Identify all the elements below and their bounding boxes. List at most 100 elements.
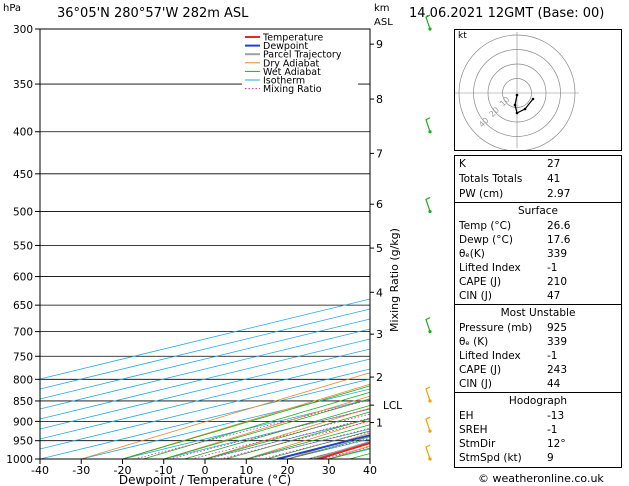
hodograph-point — [515, 93, 519, 97]
isotherm-line — [40, 348, 370, 430]
legend-entry: Temperature — [262, 33, 323, 44]
wind-barb-dot — [428, 457, 432, 461]
most-unstable-row: θₑ (K) 339 — [459, 336, 568, 348]
pressure-tick-label: 950 — [13, 436, 33, 448]
legend-entry: Isotherm — [263, 76, 305, 87]
wind-barb-dot — [428, 429, 432, 433]
hodograph-unit-label: kt — [458, 31, 467, 41]
surface-row: Lifted Index -1 — [459, 262, 558, 274]
index-row-totals: Totals Totals 41 — [459, 173, 561, 185]
legend-box — [242, 30, 358, 92]
legend-entry: Mixing Ratio — [263, 84, 322, 95]
wind-barb-dot — [428, 209, 432, 214]
wind-barb — [425, 117, 431, 132]
axes: 3003504004505005506006507007508008509009… — [6, 24, 402, 486]
dry-adiabat-line — [122, 383, 370, 459]
index-row-pw: PW (cm) 2.97 — [459, 188, 571, 200]
km-unit-label: km — [374, 3, 390, 14]
surface-row: Dewp (°C) 17.6 — [459, 234, 571, 246]
height-km-label: 1 — [376, 417, 383, 430]
wind-barb — [425, 14, 431, 30]
background-lines — [40, 29, 454, 459]
temperature-tick-label: 30 — [322, 464, 336, 477]
isotherm-line — [40, 318, 370, 400]
pressure-tick-label: 300 — [13, 24, 33, 36]
hodograph-ring-label: 40 — [477, 116, 491, 130]
legend-entry: Wet Adiabat — [263, 67, 321, 78]
pressure-tick-label: 400 — [13, 127, 33, 139]
pressure-tick-label: 900 — [13, 416, 33, 428]
isotherm-line — [40, 368, 370, 450]
wind-barb-dot — [428, 330, 432, 334]
temperature-tick-label: 40 — [363, 464, 377, 477]
indices-panel: K 27 Totals Totals 41 PW (cm) 2.97 — [454, 155, 622, 204]
isotherm-line — [40, 308, 370, 390]
wet-adiabat-line — [142, 391, 370, 459]
wind-barb-dot — [428, 130, 432, 134]
wet-adiabat-line — [163, 398, 370, 459]
hodograph-panel: kt 10 20 40 — [454, 29, 622, 151]
wind-barb — [425, 196, 431, 212]
most-unstable-panel: Most Unstable Pressure (mb) 925 θₑ (K) 339… — [454, 304, 622, 394]
hodograph-ring-label: 20 — [488, 105, 502, 119]
wind-barb — [425, 386, 431, 402]
dry-adiabat-line — [81, 372, 370, 459]
hodograph-trace — [514, 94, 534, 114]
x-axis-label: Dewpoint / Temperature (°C) — [119, 473, 291, 486]
dry-adiabat-line — [204, 407, 370, 459]
location-title: 36°05'N 280°57'W 282m ASL — [57, 6, 249, 21]
temperature-tick-label: 20 — [281, 464, 295, 477]
temperature-tick-label: -30 — [72, 464, 90, 477]
hodograph-point — [523, 107, 527, 111]
hodograph-table-panel: Hodograph EH -13 SREH -1 StmDir 12° StmSpd … — [454, 392, 622, 468]
asl-unit-label: ASL — [374, 17, 393, 28]
pressure-tick-label: 800 — [13, 374, 33, 386]
isotherm-line — [40, 298, 370, 380]
isotherm-line — [40, 338, 370, 420]
height-km-label: 6 — [376, 198, 383, 211]
wind-barb — [425, 317, 431, 332]
isotherm-line — [40, 378, 370, 459]
temperature-tick-label: -10 — [155, 464, 173, 477]
lcl-label: LCL — [383, 400, 402, 412]
mixing-ratio-line — [207, 417, 370, 459]
wet-adiabat-line — [204, 411, 370, 459]
hodograph-point — [513, 103, 517, 107]
height-km-label: 9 — [376, 38, 383, 51]
wet-adiabat-line — [349, 453, 370, 459]
hodograph-point — [531, 97, 535, 101]
height-km-label: 3 — [376, 328, 383, 341]
height-km-label: 2 — [376, 371, 383, 384]
pressure-tick-label: 450 — [13, 169, 33, 181]
hodograph-row: EH -13 — [459, 410, 565, 422]
hodograph-row: SREH -1 — [459, 424, 558, 436]
temperature-tick-label: 10 — [239, 464, 253, 477]
pressure-tick-label: 700 — [13, 327, 33, 339]
surface-row: Temp (°C) 26.6 — [459, 220, 571, 232]
legend-entry: Parcel Trajectory — [263, 50, 342, 61]
dry-adiabat-line — [411, 29, 454, 459]
isotherm-line — [40, 328, 370, 410]
wind-barb — [425, 444, 431, 460]
pressure-tick-label: 550 — [13, 240, 33, 252]
wet-adiabat-line — [122, 385, 370, 459]
temperature-tick-label: 0 — [202, 464, 209, 477]
wet-adiabat-line — [184, 404, 370, 459]
pressure-tick-label: 750 — [13, 351, 33, 363]
hodograph-table-title: Hodograph — [508, 395, 568, 407]
most-unstable-title: Most Unstable — [500, 307, 576, 319]
surface-panel: Surface Temp (°C) 26.6 Dewp (°C) 17.6 θₑ(K… — [454, 202, 622, 306]
surface-row: CAPE (J) 210 — [459, 276, 568, 288]
hodograph-row: StmSpd (kt) 9 — [459, 452, 554, 464]
mixing-ratio-line — [220, 420, 370, 459]
temperature-line — [318, 441, 370, 459]
height-km-label: 8 — [376, 93, 383, 106]
temperature-tick-label: -40 — [31, 464, 49, 477]
most-unstable-row: CAPE (J) 243 — [459, 364, 568, 376]
wind-barb-dot — [428, 399, 432, 403]
pressure-tick-label: 650 — [13, 300, 33, 312]
surface-row: CIN (J) 47 — [459, 290, 561, 302]
index-row-k: K 27 — [459, 158, 561, 170]
